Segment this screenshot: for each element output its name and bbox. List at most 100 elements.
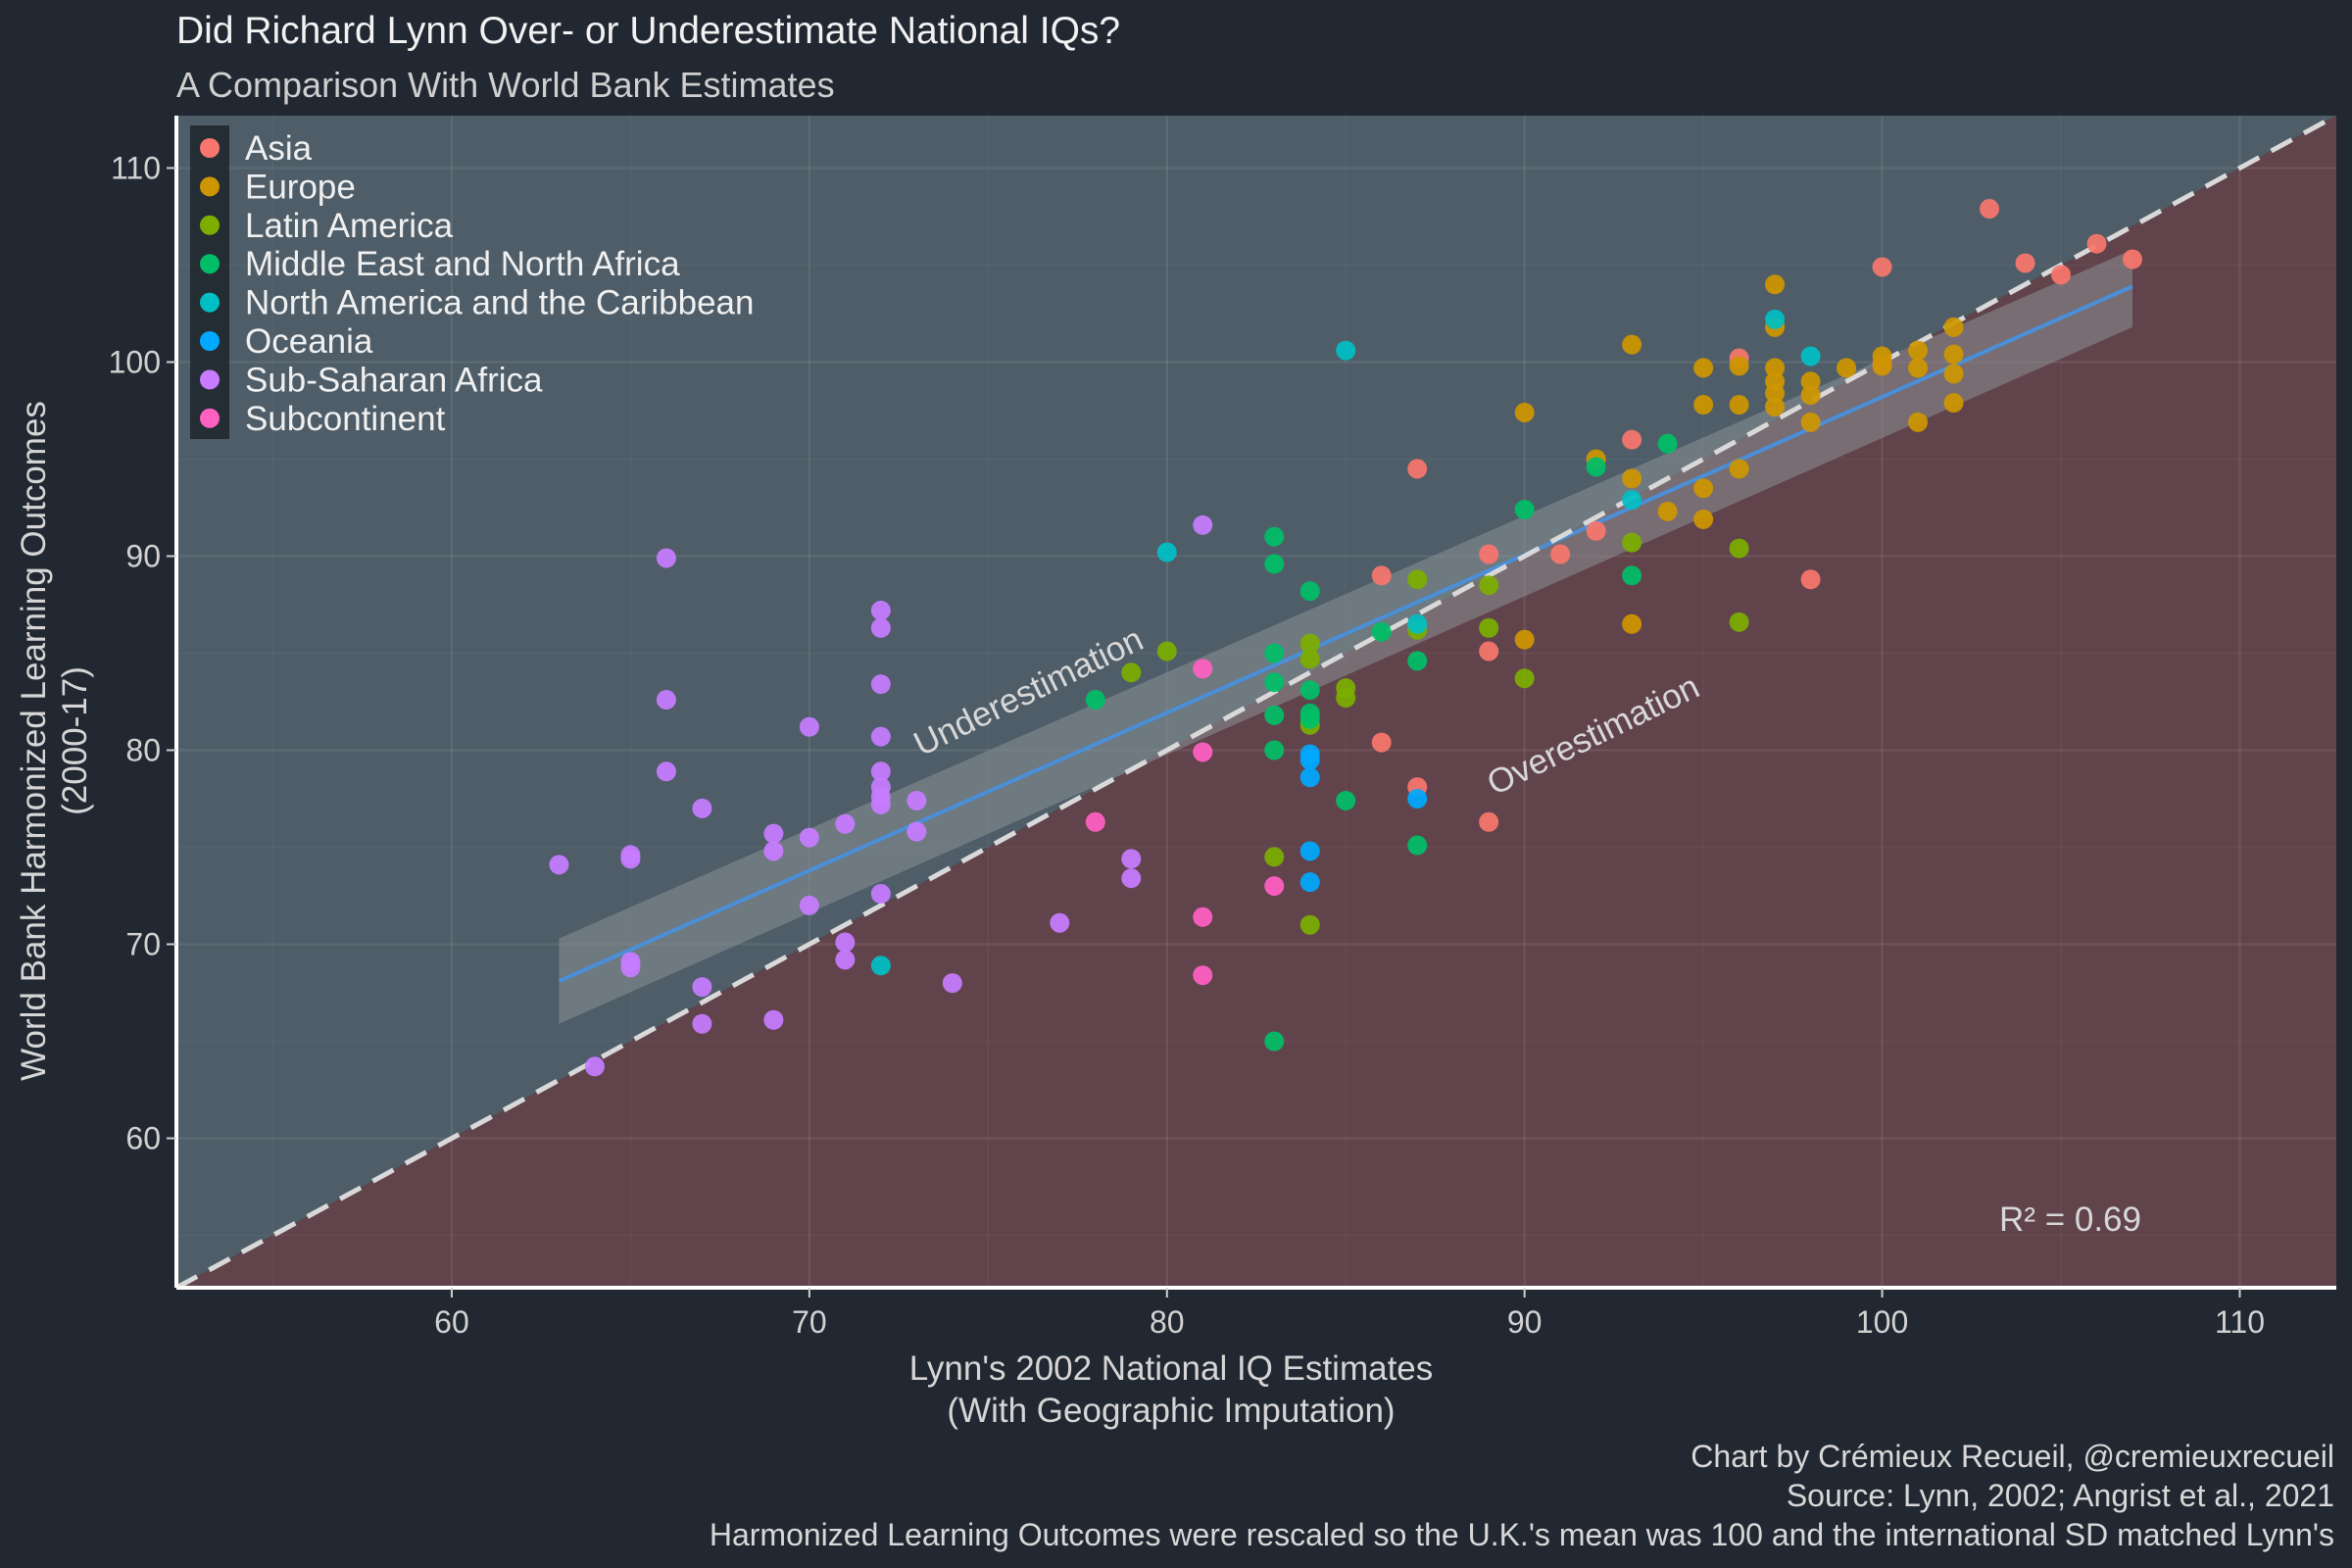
data-point-north-america-and-the-caribbean [1336,340,1356,361]
data-point-asia [2051,265,2072,285]
data-point-sub-saharan-africa [942,973,962,994]
data-point-subcontinent [1193,742,1213,762]
data-point-middle-east-and-north-africa [1085,690,1105,710]
footer-credit: Chart by Crémieux Recueil, @cremieuxrecu… [1690,1439,2334,1474]
data-point-sub-saharan-africa [763,841,784,861]
data-point-asia [1872,257,1892,277]
data-point-asia [1371,565,1392,586]
data-point-sub-saharan-africa [1121,868,1142,889]
data-point-sub-saharan-africa [1050,912,1070,933]
legend-label: Sub-Saharan Africa [245,361,543,399]
legend-key [200,254,220,274]
data-point-latin-america [1729,538,1749,559]
data-point-europe [1800,412,1821,432]
data-point-sub-saharan-africa [620,849,641,869]
x-axis-subtitle: (With Geographic Imputation) [947,1392,1395,1430]
fit-line [558,284,2133,983]
data-point-middle-east-and-north-africa [1264,643,1285,663]
data-point-sub-saharan-africa [870,617,891,638]
data-point-europe [1693,478,1714,499]
data-point-europe [1622,613,1642,634]
data-point-europe [1908,358,1929,378]
y-tick-label: 60 [125,1121,161,1156]
data-point-sub-saharan-africa [799,827,819,848]
data-point-middle-east-and-north-africa [1264,672,1285,693]
data-point-middle-east-and-north-africa [1407,835,1428,856]
r-squared-label: R² = 0.69 [1999,1200,2141,1239]
chart-subtitle: A Comparison With World Bank Estimates [176,65,835,105]
data-point-europe [1800,371,1821,392]
y-axis-title: World Bank Harmonized Learning Outcomes [15,401,53,1081]
data-point-latin-america [1336,688,1356,709]
data-point-europe [1514,402,1535,422]
data-point-oceania [1299,872,1320,893]
data-point-sub-saharan-africa [692,977,712,998]
data-point-asia [1371,732,1392,753]
data-point-europe [1943,364,1964,384]
data-point-europe [1800,385,1821,406]
x-tick-label: 90 [1507,1304,1543,1340]
data-point-sub-saharan-africa [799,716,819,737]
data-point-europe [1908,412,1929,432]
data-point-sub-saharan-africa [870,726,891,747]
data-point-sub-saharan-africa [906,790,927,810]
data-point-asia [2086,233,2107,254]
legend-key [200,215,220,235]
data-point-sub-saharan-africa [1121,849,1142,869]
data-point-asia [1479,811,1499,832]
data-point-asia [1980,199,2000,220]
legend-label: Subcontinent [245,400,446,438]
data-point-latin-america [1729,612,1749,632]
legend-key [200,331,220,351]
data-point-asia [1800,569,1821,590]
data-point-sub-saharan-africa [870,600,891,620]
data-point-europe [1872,356,1892,376]
data-point-middle-east-and-north-africa [1264,1031,1285,1052]
footer-note: Harmonized Learning Outcomes were rescal… [709,1517,2334,1552]
data-point-latin-america [1299,633,1320,654]
legend-label: Europe [245,168,356,206]
data-point-europe [1765,397,1786,417]
data-point-middle-east-and-north-africa [1299,680,1320,701]
data-point-sub-saharan-africa [870,674,891,695]
data-point-sub-saharan-africa [835,813,856,834]
data-point-sub-saharan-africa [692,1013,712,1034]
legend-label: Latin America [245,207,454,245]
data-point-europe [1622,334,1642,355]
legend-key [200,138,220,158]
data-point-subcontinent [1193,906,1213,927]
data-point-middle-east-and-north-africa [1336,790,1356,810]
x-tick-label: 100 [1856,1304,1908,1340]
chart-title: Did Richard Lynn Over- or Underestimate … [176,10,1121,52]
data-point-sub-saharan-africa [906,821,927,842]
data-point-europe [1693,358,1714,378]
legend-key [200,292,220,313]
legend-key-background [190,125,229,439]
data-point-sub-saharan-africa [763,1009,784,1030]
data-point-sub-saharan-africa [1193,514,1213,535]
data-point-europe [1657,501,1678,521]
data-point-europe [1693,509,1714,529]
data-point-asia [2123,249,2143,270]
data-point-sub-saharan-africa [584,1056,605,1077]
data-point-europe [1729,459,1749,479]
data-point-latin-america [1479,575,1499,596]
data-point-asia [1407,459,1428,479]
data-point-latin-america [1479,617,1499,638]
data-point-sub-saharan-africa [656,761,676,782]
data-point-middle-east-and-north-africa [1264,554,1285,574]
data-point-latin-america [1264,847,1285,867]
data-point-europe [1943,317,1964,337]
y-axis-subtitle: (2000-17) [56,666,94,815]
data-point-europe [1729,356,1749,376]
data-point-north-america-and-the-caribbean [1407,613,1428,634]
y-tick-label: 110 [111,150,161,185]
data-point-latin-america [1121,662,1142,683]
data-point-middle-east-and-north-africa [1622,565,1642,586]
data-point-sub-saharan-africa [835,950,856,970]
data-point-latin-america [1299,914,1320,935]
data-point-north-america-and-the-caribbean [870,956,891,976]
data-point-sub-saharan-africa [620,957,641,978]
data-point-oceania [1299,767,1320,788]
